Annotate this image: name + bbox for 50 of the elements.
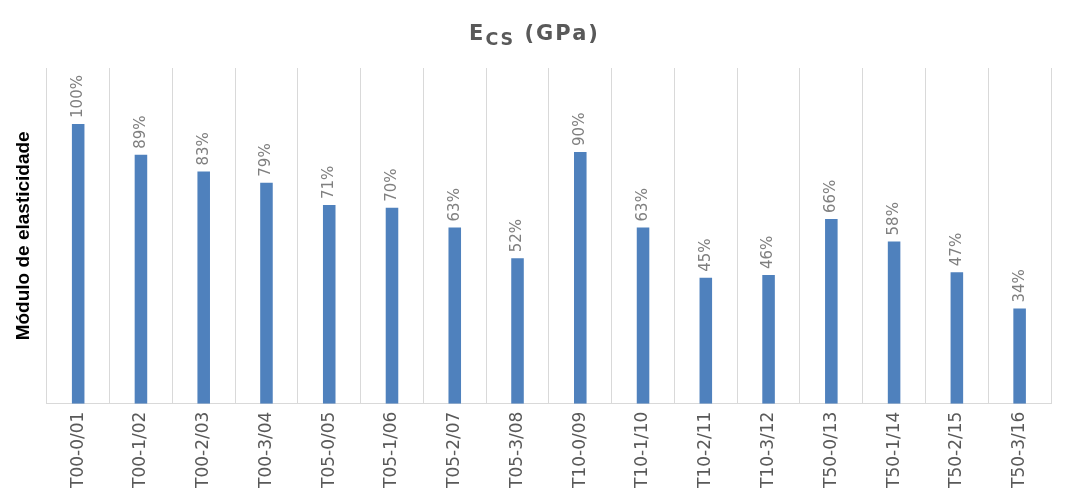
bar [762, 275, 775, 404]
bar [385, 207, 399, 404]
bar [511, 258, 524, 404]
x-tick-label: T00-0/01 [66, 411, 87, 489]
data-label: 83% [193, 132, 212, 166]
bar [260, 182, 273, 404]
x-tick-label: T05-0/05 [317, 411, 338, 489]
x-tick-label: T10-3/12 [756, 411, 777, 489]
bar [71, 123, 85, 404]
x-tick-label: T05-1/06 [380, 411, 401, 489]
data-label: 89% [130, 115, 149, 149]
bar [197, 171, 210, 404]
bar [322, 205, 336, 404]
data-label: 70% [381, 168, 400, 202]
bar [448, 227, 462, 404]
x-tick-label: T10-0/09 [568, 411, 589, 489]
bar [134, 154, 148, 404]
bar [574, 151, 587, 404]
data-label: 34% [1009, 269, 1028, 303]
data-label: 71% [319, 165, 338, 200]
x-tick-label: T50-0/13 [819, 411, 840, 489]
data-label: 100% [68, 75, 87, 118]
data-label: 79% [256, 143, 275, 177]
chart-title: E$_{CS}$ (GPa) [468, 20, 601, 52]
data-label: 45% [695, 238, 714, 272]
x-tick-label: T50-1/14 [882, 411, 903, 489]
data-label: 47% [946, 232, 965, 267]
y-axis-title: Módulo de elasticidade [11, 131, 33, 341]
x-tick-label: T10-1/10 [631, 411, 652, 489]
bar [636, 227, 650, 404]
x-tick-label: T00-2/03 [192, 411, 213, 489]
x-tick-label: T05-3/08 [505, 411, 526, 489]
x-tick-label: T10-2/11 [694, 411, 715, 489]
bar [950, 272, 964, 404]
data-label: 63% [632, 188, 651, 222]
bar [699, 277, 713, 404]
x-tick-label: T50-2/15 [945, 411, 966, 489]
x-tick-label: T50-3/16 [1008, 411, 1029, 489]
data-label: 46% [758, 235, 777, 269]
data-label: 90% [570, 112, 589, 146]
bar [887, 241, 901, 404]
x-tick-label: T00-3/04 [254, 411, 275, 489]
data-label: 52% [507, 218, 526, 253]
x-tick-label: T05-2/07 [443, 411, 464, 489]
bar [1013, 308, 1026, 404]
data-label: 66% [821, 179, 840, 214]
x-tick-label: T00-1/02 [129, 411, 150, 489]
data-label: 58% [883, 202, 902, 236]
data-label: 63% [444, 188, 463, 222]
bar [825, 219, 838, 404]
